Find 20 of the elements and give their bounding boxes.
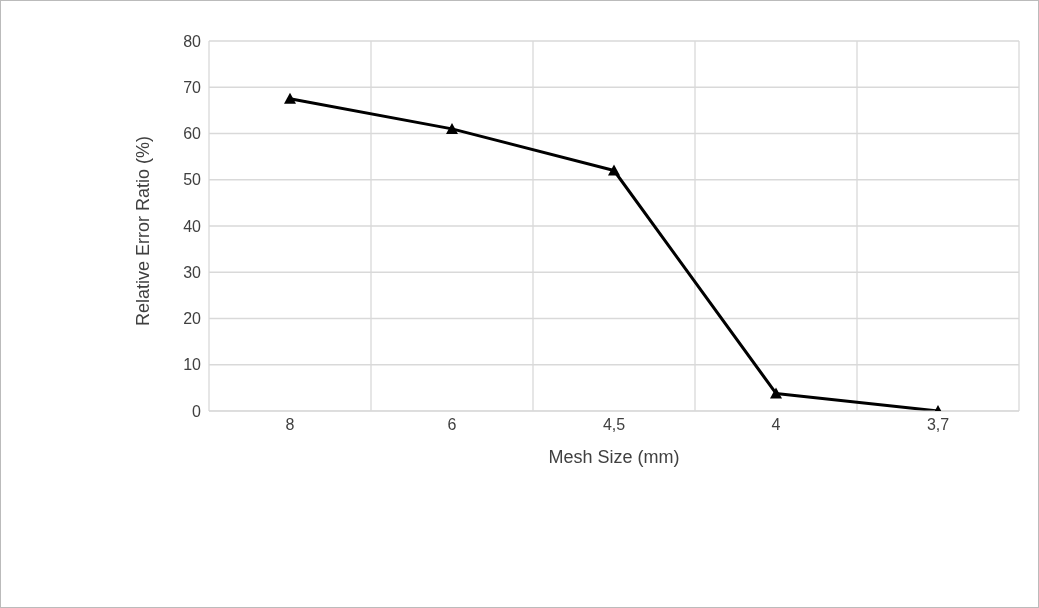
- y-axis-title: Relative Error Ratio (%): [133, 135, 154, 326]
- point: [608, 164, 620, 176]
- y-tick-label: 40: [183, 217, 202, 235]
- y-tick-label: 30: [183, 263, 202, 281]
- y-tick-label: 50: [183, 171, 202, 189]
- y-tick-label: 80: [183, 32, 202, 50]
- y-tick-label: 60: [183, 125, 202, 143]
- y-tick-label: 70: [183, 78, 202, 96]
- point: [770, 387, 782, 399]
- x-tick-label: 6: [447, 416, 457, 434]
- y-tick-label: 20: [183, 310, 202, 328]
- x-tick-label: 8: [285, 416, 295, 434]
- point: [284, 92, 296, 104]
- x-tick-label: 4,5: [602, 416, 626, 434]
- y-tick-label: 10: [183, 356, 202, 374]
- x-axis-title: Mesh Size (mm): [548, 447, 680, 467]
- y-tick-label: 0: [192, 402, 202, 420]
- point: [446, 122, 458, 134]
- x-tick-label: 3,7: [926, 416, 950, 434]
- x-tick-label: 4: [771, 416, 781, 434]
